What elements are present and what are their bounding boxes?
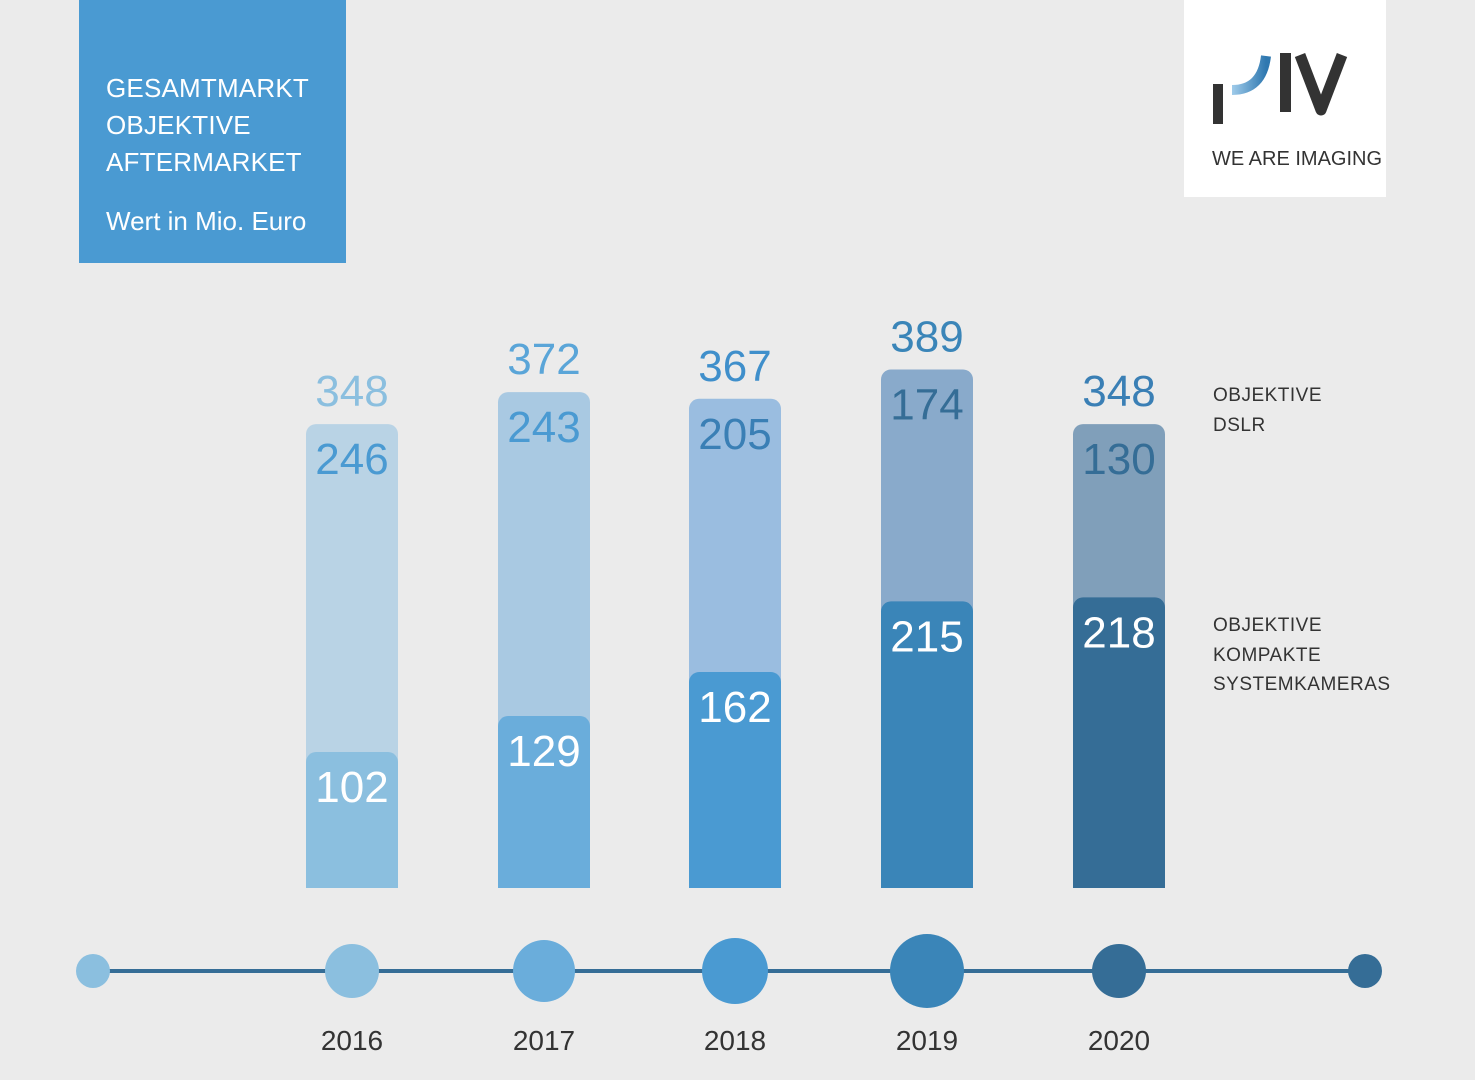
dslr-value-label: 174 xyxy=(890,380,963,429)
legend-text: KOMPAKTE xyxy=(1213,644,1322,666)
piv-logo-mark xyxy=(1213,53,1348,124)
legend-text: SYSTEMKAMERAS xyxy=(1213,674,1391,695)
bar-base xyxy=(881,876,973,888)
timeline-end-dot xyxy=(1348,954,1382,988)
year-label: 2018 xyxy=(704,1025,766,1056)
piv-logo: WE ARE IMAGING xyxy=(1184,0,1386,197)
chart-title: GESAMTMARKT OBJEKTIVE AFTERMARKET xyxy=(106,70,309,181)
bar-base xyxy=(1073,876,1165,888)
year-dot xyxy=(325,944,379,998)
legend-kompakte: OBJEKTIVE KOMPAKTE SYSTEMKAMERAS xyxy=(1213,611,1391,700)
title-line: GESAMTMARKT xyxy=(106,73,309,103)
total-label: 389 xyxy=(890,312,963,361)
title-line: OBJEKTIVE xyxy=(106,110,251,140)
legend-dslr: OBJEKTIVE DSLR xyxy=(1213,381,1322,440)
bar-base xyxy=(689,876,781,888)
logo-tagline: WE ARE IMAGING xyxy=(1212,148,1383,170)
kompakte-value-label: 162 xyxy=(698,683,771,732)
kompakte-value-label: 129 xyxy=(507,727,580,776)
year-dot xyxy=(890,934,964,1008)
bar-base xyxy=(498,876,590,888)
title-box: GESAMTMARKT OBJEKTIVE AFTERMARKET Wert i… xyxy=(79,0,346,263)
bar-segment-kompakte xyxy=(881,601,973,888)
dslr-value-label: 205 xyxy=(698,410,771,459)
bar-segment-kompakte xyxy=(498,716,590,888)
legend-text: OBJEKTIVE xyxy=(1213,615,1323,636)
year-dot xyxy=(702,938,768,1004)
kompakte-value-label: 218 xyxy=(1082,608,1155,657)
dslr-value-label: 246 xyxy=(315,435,388,484)
unit-label: Wert in Mio. Euro xyxy=(106,206,307,236)
bar-segment-kompakte xyxy=(306,752,398,888)
title-line: AFTERMARKET xyxy=(106,147,302,177)
bar-segment-kompakte xyxy=(689,672,781,888)
year-dot xyxy=(1092,944,1146,998)
year-dot xyxy=(513,940,575,1002)
dslr-value-label: 130 xyxy=(1082,435,1155,484)
dslr-value-label: 243 xyxy=(507,403,580,452)
bar-base xyxy=(306,876,398,888)
kompakte-value-label: 102 xyxy=(315,763,388,812)
timeline-start-dot xyxy=(76,954,110,988)
total-label: 348 xyxy=(315,367,388,416)
year-label: 2019 xyxy=(896,1025,958,1056)
legend-text: OBJEKTIVE xyxy=(1213,385,1323,406)
bar-segment-kompakte xyxy=(1073,597,1165,888)
year-label: 2016 xyxy=(321,1025,383,1056)
legend-text: DSLR xyxy=(1213,414,1266,436)
total-label: 372 xyxy=(507,335,580,384)
total-label: 367 xyxy=(698,342,771,391)
year-label: 2017 xyxy=(513,1025,575,1056)
total-label: 348 xyxy=(1082,367,1155,416)
kompakte-value-label: 215 xyxy=(890,612,963,661)
year-label: 2020 xyxy=(1088,1025,1150,1056)
